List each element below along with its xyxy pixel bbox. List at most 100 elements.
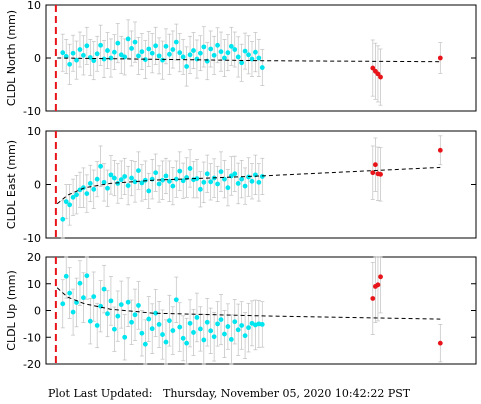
data-point bbox=[70, 194, 76, 200]
data-point bbox=[194, 315, 200, 320]
y-tick-label: -10 bbox=[23, 232, 41, 245]
data-point bbox=[253, 49, 258, 55]
recent-data-point bbox=[370, 296, 376, 301]
data-point bbox=[177, 168, 183, 174]
data-point bbox=[208, 179, 214, 185]
y-tick-label: 10 bbox=[27, 125, 41, 138]
data-point bbox=[201, 44, 207, 50]
footer-label: Plot Last Updated: bbox=[48, 387, 153, 400]
data-point bbox=[132, 39, 138, 45]
data-point bbox=[118, 177, 124, 183]
data-point bbox=[160, 177, 165, 183]
data-point bbox=[167, 318, 172, 324]
data-point bbox=[259, 174, 265, 179]
data-point bbox=[142, 177, 148, 183]
data-point bbox=[67, 61, 73, 67]
data-point bbox=[108, 55, 114, 61]
data-point bbox=[225, 50, 231, 56]
data-point bbox=[218, 317, 224, 322]
data-point bbox=[142, 341, 148, 347]
data-point bbox=[125, 183, 131, 188]
recent-data-point bbox=[375, 71, 381, 77]
data-point bbox=[146, 188, 152, 194]
data-point bbox=[94, 176, 100, 182]
data-point bbox=[156, 53, 162, 59]
plot-frame bbox=[45, 256, 477, 365]
data-point bbox=[218, 49, 224, 55]
data-point bbox=[115, 313, 121, 319]
data-point bbox=[139, 49, 145, 55]
trend-line bbox=[57, 57, 441, 63]
data-point bbox=[242, 333, 248, 339]
data-point bbox=[197, 50, 203, 56]
data-point bbox=[173, 39, 179, 45]
data-point bbox=[187, 52, 193, 58]
data-point bbox=[156, 181, 162, 187]
data-point bbox=[256, 179, 262, 185]
data-point bbox=[129, 319, 134, 325]
data-point bbox=[204, 171, 210, 177]
y-tick-label: -10 bbox=[23, 105, 41, 118]
data-point bbox=[74, 192, 79, 198]
data-point bbox=[125, 36, 131, 42]
data-point bbox=[149, 50, 155, 56]
data-point bbox=[125, 299, 131, 305]
data-point bbox=[246, 325, 251, 331]
data-point bbox=[74, 57, 79, 63]
data-point bbox=[187, 320, 193, 326]
data-point bbox=[60, 301, 66, 307]
data-point bbox=[242, 48, 248, 54]
data-point bbox=[67, 202, 73, 208]
data-point bbox=[235, 327, 241, 333]
data-point bbox=[232, 319, 238, 325]
data-point bbox=[101, 179, 107, 185]
data-point bbox=[228, 43, 234, 49]
data-point bbox=[246, 52, 251, 58]
data-point bbox=[173, 176, 179, 182]
y-tick-label: 20 bbox=[27, 251, 41, 264]
data-point bbox=[163, 339, 169, 345]
data-point bbox=[94, 323, 100, 328]
y-tick-label: 0 bbox=[34, 305, 41, 318]
data-point bbox=[222, 55, 227, 61]
data-point bbox=[235, 54, 241, 60]
north-panel: -10 0 10 CLDL North (mm) bbox=[5, 0, 477, 118]
recent-data-point bbox=[370, 170, 376, 176]
data-point bbox=[87, 181, 93, 186]
recent-data-point bbox=[372, 162, 378, 168]
data-point bbox=[77, 280, 83, 286]
data-point bbox=[146, 316, 152, 322]
data-point bbox=[184, 340, 190, 346]
data-point bbox=[249, 56, 255, 62]
data-point bbox=[242, 183, 248, 189]
data-point bbox=[215, 42, 220, 48]
data-point bbox=[94, 51, 100, 57]
recent-data-point bbox=[370, 65, 376, 71]
y-axis-label: CLDL North (mm) bbox=[5, 10, 18, 106]
plot-frame bbox=[45, 130, 477, 239]
data-point bbox=[132, 179, 138, 185]
data-point bbox=[91, 294, 97, 299]
data-point bbox=[105, 48, 110, 53]
data-point bbox=[170, 47, 176, 52]
recent-data-point bbox=[375, 282, 381, 288]
data-point bbox=[77, 187, 83, 193]
data-point bbox=[225, 324, 231, 329]
footer-timestamp: Thursday, November 05, 2020 10:42:22 PST bbox=[162, 387, 411, 400]
data-point bbox=[187, 166, 193, 171]
data-point bbox=[170, 183, 176, 189]
data-point bbox=[246, 174, 251, 180]
data-point bbox=[81, 295, 86, 301]
recent-data-point bbox=[437, 147, 443, 153]
data-point bbox=[228, 336, 234, 342]
data-point bbox=[118, 302, 124, 308]
data-point bbox=[122, 334, 128, 340]
data-point bbox=[122, 174, 128, 179]
data-point bbox=[91, 186, 97, 192]
data-point bbox=[239, 323, 245, 328]
y-tick-label: 10 bbox=[27, 0, 41, 12]
data-point bbox=[111, 175, 117, 181]
plot-updated-footer: Plot Last Updated: Thursday, November 05… bbox=[48, 387, 410, 400]
data-point bbox=[146, 46, 152, 52]
